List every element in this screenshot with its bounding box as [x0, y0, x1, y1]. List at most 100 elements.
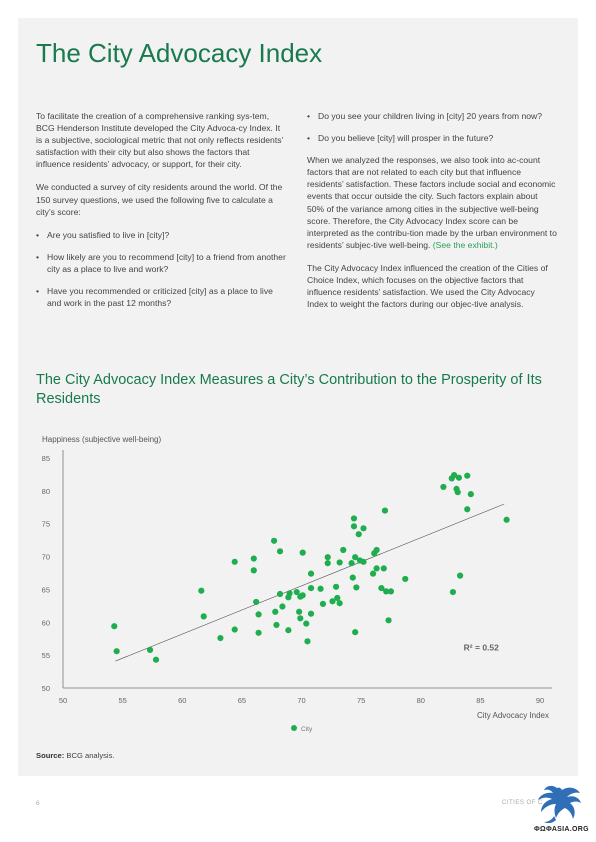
y-tick-label: 55 [42, 651, 50, 660]
data-point [334, 594, 341, 602]
data-point [336, 559, 343, 566]
data-point [307, 585, 315, 592]
left-column: To facilitate the creation of a comprehe… [36, 110, 286, 319]
data-point [255, 611, 262, 618]
x-tick-label: 75 [357, 696, 365, 705]
data-point [454, 489, 461, 496]
data-point [451, 471, 458, 479]
source-text: BCG analysis. [66, 751, 115, 760]
x-tick-label: 80 [417, 696, 425, 705]
watermark-text: ΦΩΦΑSIA.ORG [534, 826, 589, 833]
data-point [380, 565, 387, 572]
data-point [350, 515, 358, 522]
data-point [307, 610, 315, 617]
data-point [307, 570, 315, 577]
data-point [353, 584, 360, 591]
survey-question: Are you satisfied to live in [city]? [36, 229, 286, 241]
page-panel [18, 18, 578, 776]
data-point [276, 548, 284, 555]
x-tick-label: 55 [118, 696, 126, 705]
r-squared-annotation: R² = 0.52 [464, 643, 499, 653]
source-note: Source: BCG analysis. [36, 751, 115, 760]
data-point [304, 638, 311, 645]
y-axis-label: Happiness (subjective well-being) [42, 435, 162, 444]
data-point [440, 483, 447, 491]
data-point [464, 506, 471, 513]
data-point [349, 574, 356, 581]
data-point [387, 588, 395, 595]
data-point [340, 546, 347, 554]
data-point [273, 621, 280, 629]
chart-heading: The City Advocacy Index Measures a City’… [36, 372, 542, 407]
analysis-text: When we analyzed the responses, we also … [307, 155, 557, 250]
analysis-paragraph: When we analyzed the responses, we also … [307, 154, 557, 251]
x-tick-label: 65 [238, 696, 246, 705]
see-exhibit-link[interactable]: (See the exhibit.) [432, 239, 498, 250]
survey-question-list: Are you satisfied to live in [city]? How… [36, 229, 286, 309]
survey-question-list-continued: Do you see your children living in [city… [307, 110, 557, 144]
data-point [332, 583, 340, 590]
data-point [373, 546, 380, 554]
x-tick-label: 90 [536, 696, 544, 705]
y-tick-label: 50 [42, 684, 50, 693]
data-point [297, 615, 304, 622]
data-point [255, 629, 262, 636]
data-point [336, 600, 343, 607]
data-point [296, 608, 303, 615]
data-point [217, 634, 224, 642]
y-tick-label: 70 [42, 553, 50, 562]
data-point [198, 587, 205, 594]
data-point [385, 617, 392, 624]
y-tick-label: 75 [42, 520, 50, 529]
data-point [279, 603, 286, 610]
data-point [231, 626, 238, 633]
data-point [348, 560, 355, 567]
data-point [303, 620, 310, 627]
y-tick-label: 65 [42, 585, 50, 594]
data-point [467, 491, 474, 498]
data-point [152, 656, 160, 663]
x-tick-label: 85 [476, 696, 484, 705]
x-tick-label: 50 [59, 696, 67, 705]
data-point [299, 549, 306, 556]
index-influence-paragraph: The City Advocacy Index influenced the c… [307, 262, 548, 310]
data-point [111, 623, 118, 630]
survey-question: Do you see your children living in [city… [307, 110, 557, 122]
trend-line [115, 503, 505, 662]
data-point [464, 472, 471, 479]
source-label: Source: [36, 751, 65, 760]
data-point [455, 474, 463, 481]
data-point [352, 629, 359, 636]
data-point [250, 555, 257, 562]
data-point [200, 613, 207, 620]
data-point [324, 554, 331, 561]
data-point [285, 627, 292, 634]
page-title: The City Advocacy Index [36, 38, 323, 68]
data-point [449, 588, 457, 596]
survey-question: How likely are you to recommend [city] t… [36, 251, 286, 275]
data-point [369, 570, 377, 577]
legend-label: City [301, 726, 313, 733]
data-point [286, 590, 293, 597]
data-point [350, 523, 358, 530]
legend-marker [291, 725, 297, 731]
intro-paragraph: To facilitate the creation of a comprehe… [36, 111, 284, 170]
scatter-chart: Happiness (subjective well-being) 50 55 60 6… [42, 435, 552, 733]
data-point [378, 585, 385, 592]
data-point [373, 565, 380, 572]
footer-text: CITIES OF C [502, 800, 543, 806]
y-tick-label: 80 [42, 487, 50, 496]
data-point [352, 554, 359, 561]
data-point [329, 598, 336, 605]
data-point [381, 507, 389, 514]
data-point [253, 598, 260, 606]
x-axis-label: City Advocacy Index [477, 711, 549, 720]
x-tick-label: 70 [297, 696, 305, 705]
data-point [113, 648, 120, 655]
data-point [457, 572, 464, 579]
data-point [355, 531, 362, 538]
data-point [360, 525, 367, 532]
eagle-logo [538, 785, 581, 824]
data-point [383, 588, 390, 595]
data-point [317, 585, 324, 592]
